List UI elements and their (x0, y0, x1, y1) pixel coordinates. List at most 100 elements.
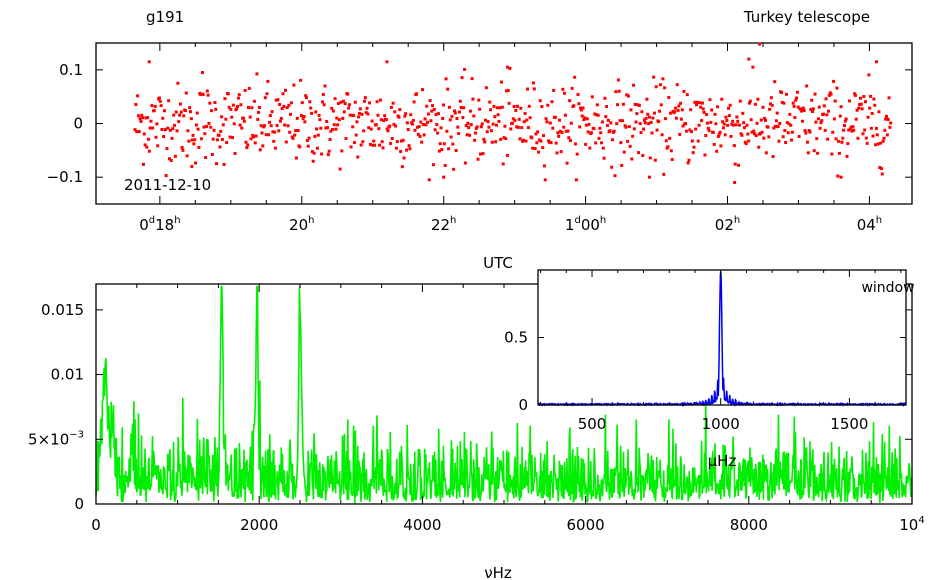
data-point (615, 122, 619, 126)
data-point (391, 101, 395, 105)
data-point (784, 92, 788, 96)
data-point (678, 132, 682, 136)
data-point (582, 118, 586, 122)
data-point (453, 111, 457, 115)
data-point (163, 128, 167, 132)
data-point (777, 139, 781, 143)
data-point (454, 148, 458, 152)
data-point (281, 92, 285, 96)
data-point (347, 106, 351, 110)
data-point (681, 124, 685, 128)
data-point (442, 142, 446, 146)
data-point (421, 88, 425, 92)
data-point (311, 159, 315, 163)
data-point (693, 100, 697, 104)
data-point (521, 138, 525, 142)
data-point (368, 101, 372, 105)
data-point (516, 125, 520, 129)
data-point (545, 120, 549, 124)
data-point (214, 107, 218, 111)
data-point (247, 86, 251, 90)
data-point (600, 141, 604, 145)
data-point (323, 84, 327, 88)
data-point (144, 116, 148, 120)
data-point (804, 131, 808, 135)
data-point (215, 162, 219, 166)
data-point (613, 174, 617, 178)
x-tick-label: 104 (899, 515, 924, 534)
data-point (514, 109, 518, 113)
data-point (709, 120, 713, 124)
data-point (718, 130, 722, 134)
data-point (687, 158, 691, 162)
data-point (844, 117, 848, 121)
data-point (574, 178, 578, 182)
data-point (572, 104, 576, 108)
data-point (791, 101, 795, 105)
data-point (753, 102, 757, 106)
data-point (199, 137, 203, 141)
data-point (190, 164, 194, 168)
data-point (508, 66, 512, 70)
data-point (564, 129, 568, 133)
data-point (447, 147, 451, 151)
data-point (167, 157, 171, 161)
data-point (363, 96, 367, 100)
data-point (353, 100, 357, 104)
data-point (316, 133, 320, 137)
data-point (292, 83, 296, 87)
data-point (663, 117, 667, 121)
data-point (328, 137, 332, 141)
data-point (336, 101, 340, 105)
data-point (207, 121, 211, 125)
data-point (156, 144, 160, 148)
data-point (809, 107, 813, 111)
data-point (256, 117, 260, 121)
data-point (341, 116, 345, 120)
data-point (418, 134, 422, 138)
data-point (757, 145, 761, 149)
data-point (200, 71, 204, 75)
data-point (190, 138, 194, 142)
data-point (386, 129, 390, 133)
data-point (342, 110, 346, 114)
data-point (468, 133, 472, 137)
data-point (270, 110, 274, 114)
data-point (887, 96, 891, 100)
data-point (706, 126, 710, 130)
data-point (267, 133, 271, 137)
data-point (525, 118, 529, 122)
data-point (291, 136, 295, 140)
data-point (300, 101, 304, 105)
data-point (731, 119, 735, 123)
data-point (788, 112, 792, 116)
data-point (209, 125, 213, 129)
data-point (875, 133, 879, 137)
data-point (334, 127, 338, 131)
data-point (666, 145, 670, 149)
data-point (319, 126, 323, 130)
data-point (674, 106, 678, 110)
data-point (400, 165, 404, 169)
data-point (827, 93, 831, 97)
data-point (774, 124, 778, 128)
data-point (756, 97, 760, 101)
data-point (668, 136, 672, 140)
data-point (695, 103, 699, 107)
data-point (761, 105, 765, 109)
data-point (563, 113, 567, 117)
data-point (848, 99, 852, 103)
data-point (840, 140, 844, 144)
data-point (772, 126, 776, 130)
data-point (146, 116, 150, 120)
data-point (191, 133, 195, 137)
data-point (751, 65, 755, 69)
data-point (871, 134, 875, 138)
data-point (796, 105, 800, 109)
data-point (188, 106, 192, 110)
x-tick-label: 02h (715, 215, 740, 234)
data-point (280, 107, 284, 111)
data-point (217, 133, 221, 137)
data-point (359, 143, 363, 147)
data-point (162, 135, 166, 139)
